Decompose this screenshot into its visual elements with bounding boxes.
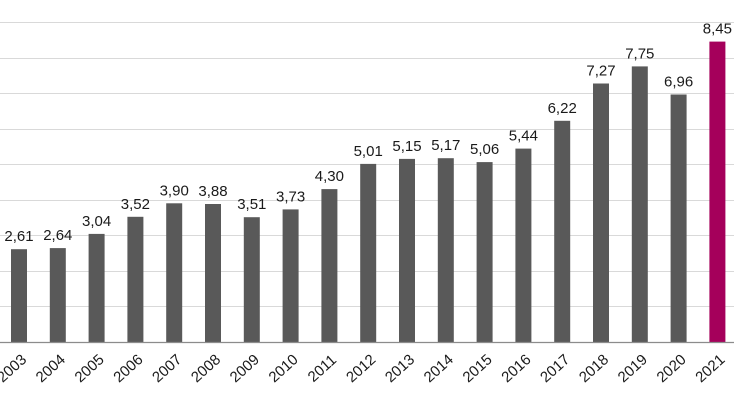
bar-value-label-2020: 6,96 [664, 74, 693, 91]
bar-2015 [476, 162, 493, 342]
x-tick-label-2015: 2015 [460, 351, 496, 386]
x-tick-label-2011: 2011 [305, 352, 340, 386]
bar-value-label-2014: 5,17 [431, 137, 460, 154]
bar-value-label-2013: 5,15 [392, 138, 421, 155]
bar-2006 [127, 216, 144, 342]
bar-2012 [360, 163, 377, 342]
x-tick-label-2010: 2010 [266, 351, 302, 386]
bar-value-label-2011: 4,30 [315, 168, 344, 185]
bars [11, 41, 726, 343]
x-tick-label-2020: 2020 [654, 351, 690, 386]
bar-value-label-2015: 5,06 [470, 141, 499, 158]
bar-value-label-2017: 6,22 [548, 100, 577, 117]
x-tick-label-2008: 2008 [188, 351, 224, 386]
x-tick-label-2006: 2006 [110, 351, 146, 386]
bar-2017 [554, 120, 571, 342]
bar-value-label-2006: 3,52 [121, 196, 150, 213]
x-tick-label-2005: 2005 [72, 351, 108, 386]
x-tick-label-2013: 2013 [382, 351, 418, 386]
bar-value-label-2021: 8,45 [703, 21, 732, 38]
bar-2018 [593, 83, 609, 342]
x-tick-label-2014: 2014 [421, 351, 457, 386]
bar-2004 [49, 248, 66, 342]
x-tick-label-2016: 2016 [498, 351, 534, 386]
bar-value-label-2019: 7,75 [625, 45, 654, 62]
bar-2010 [282, 209, 299, 342]
bar-value-label-2004: 2,64 [43, 227, 72, 244]
bar-2007 [166, 203, 183, 342]
bar-2014 [437, 158, 454, 342]
x-tick-label-2003: 2003 [0, 351, 30, 386]
bar-2019 [631, 66, 648, 343]
bar-value-label-2009: 3,51 [237, 196, 266, 213]
bar-value-label-2007: 3,90 [160, 182, 189, 199]
bar-value-label-2012: 5,01 [354, 143, 383, 160]
x-tick-label-2017: 2017 [537, 351, 573, 386]
bar-value-label-2005: 3,04 [82, 213, 111, 230]
bar-2009 [243, 217, 260, 342]
bar-2005 [88, 233, 105, 342]
bar-value-label-2010: 3,73 [276, 188, 305, 205]
x-tick-label-2012: 2012 [343, 351, 379, 386]
x-tick-label-2019: 2019 [615, 351, 651, 386]
x-tick-label-2004: 2004 [33, 351, 69, 386]
bar-2008 [205, 204, 221, 342]
bar-2020 [670, 94, 687, 342]
bar-value-label-2018: 7,27 [586, 63, 615, 80]
bar-2021 [709, 41, 726, 342]
x-tick-label-2021: 2021 [692, 351, 728, 386]
bar-value-labels: 2,61 2,64 3,04 3,52 3,90 3,88 3,51 3,73 4,30 5,01… [4, 21, 732, 246]
bar-value-label-2003: 2,61 [4, 228, 33, 245]
bar-value-label-2016: 5,44 [509, 128, 538, 145]
x-axis-tick-labels: 2003 2004 2005 2006 2007 2008 2009 2010 2011 2012… [0, 351, 728, 386]
bar-2016 [515, 148, 532, 342]
bar-2003 [11, 249, 27, 342]
bar-2013 [399, 158, 415, 342]
x-tick-label-2009: 2009 [227, 351, 263, 386]
bar-2011 [321, 189, 338, 342]
x-tick-label-2018: 2018 [576, 351, 612, 386]
bar-value-label-2008: 3,88 [198, 183, 227, 200]
x-tick-label-2007: 2007 [149, 351, 185, 386]
